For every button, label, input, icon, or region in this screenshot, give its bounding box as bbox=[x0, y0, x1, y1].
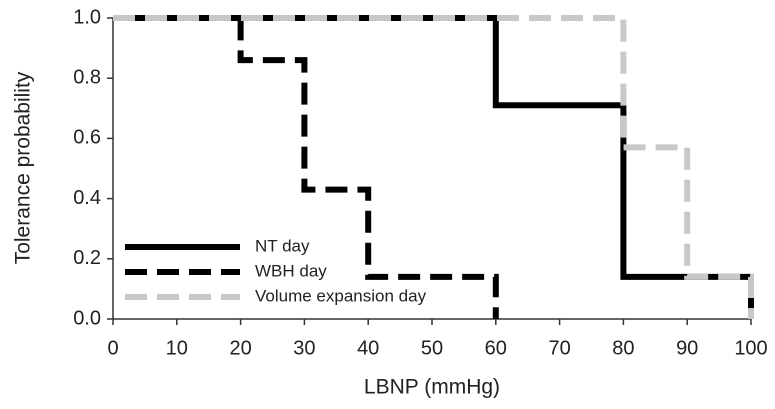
x-tick-label: 30 bbox=[293, 337, 315, 359]
x-tick-label: 80 bbox=[612, 337, 634, 359]
y-tick-label: 0.8 bbox=[73, 66, 101, 88]
x-tick-label: 0 bbox=[107, 337, 118, 359]
x-tick-label: 70 bbox=[548, 337, 570, 359]
x-axis-label: LBNP (mmHg) bbox=[364, 376, 500, 399]
x-tick-label: 10 bbox=[166, 337, 188, 359]
y-tick-label: 0.0 bbox=[73, 307, 101, 329]
y-tick-label: 0.4 bbox=[73, 187, 101, 209]
y-tick-label: 1.0 bbox=[73, 6, 101, 28]
legend-label: Volume expansion day bbox=[255, 286, 427, 305]
x-tick-label: 60 bbox=[485, 337, 507, 359]
legend-label: WBH day bbox=[255, 261, 327, 280]
x-tick-label: 100 bbox=[734, 337, 767, 359]
x-tick-label: 20 bbox=[229, 337, 251, 359]
y-tick-label: 0.6 bbox=[73, 127, 101, 149]
y-tick-label: 0.2 bbox=[73, 247, 101, 269]
x-tick-label: 90 bbox=[676, 337, 698, 359]
x-tick-label: 50 bbox=[421, 337, 443, 359]
step-line bbox=[113, 15, 499, 319]
legend-label: NT day bbox=[255, 236, 310, 255]
step-line bbox=[113, 15, 754, 319]
x-tick-label: 40 bbox=[357, 337, 379, 359]
y-axis-label: Tolerance probability bbox=[12, 71, 35, 264]
